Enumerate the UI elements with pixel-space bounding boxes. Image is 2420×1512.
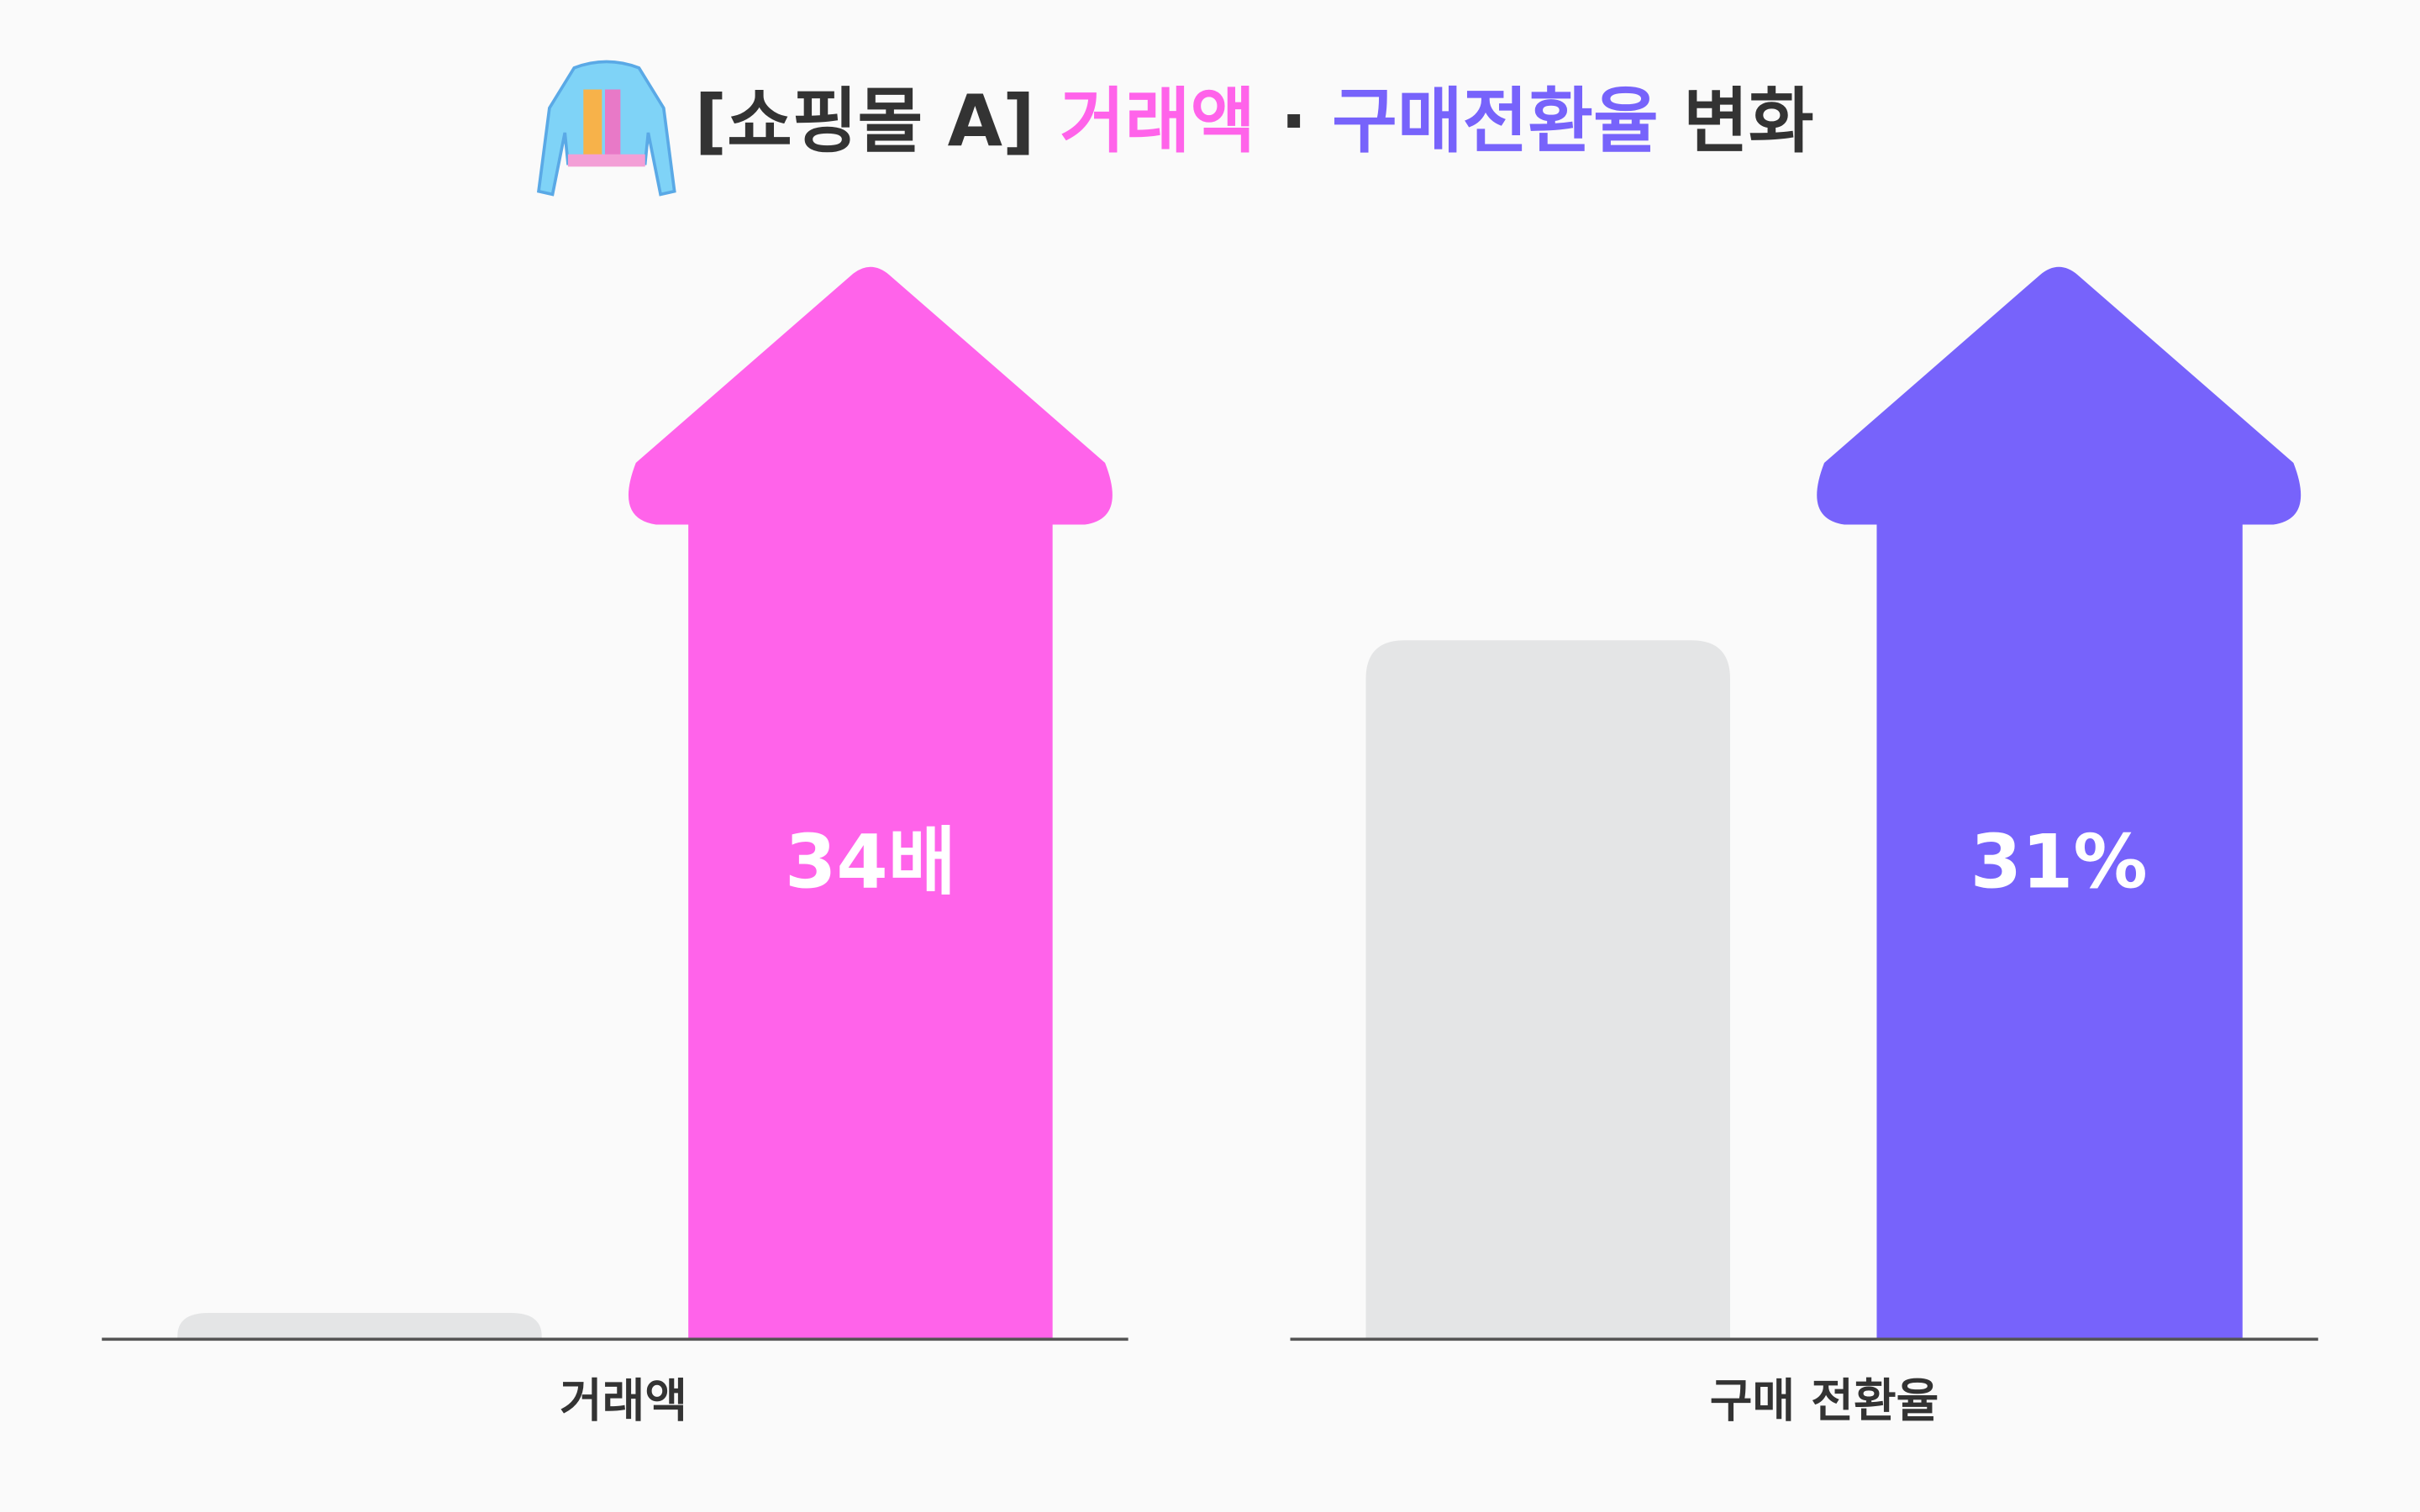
jacket-icon bbox=[536, 60, 676, 197]
title-highlight: 거래액 bbox=[1060, 81, 1255, 163]
change-label: 34배 bbox=[785, 819, 956, 906]
before-bar bbox=[1365, 640, 1730, 1340]
category-label: 구매 전환율 bbox=[1710, 1374, 1939, 1428]
title-prefix: [쇼핑몰 A] bbox=[695, 81, 1035, 163]
title-separator: · bbox=[1281, 81, 1307, 163]
title-highlight: 구매전환율 bbox=[1332, 81, 1659, 163]
before-bar bbox=[177, 1313, 542, 1340]
change-label: 31% bbox=[1970, 819, 2148, 906]
after-arrow bbox=[628, 266, 1113, 1340]
after-arrow bbox=[1817, 266, 2302, 1340]
title-suffix: 변화 bbox=[1683, 81, 1813, 163]
chart-title: [쇼핑몰 A] 거래액 · 구매전환율 변화 bbox=[695, 81, 1814, 163]
category-label: 거래액 bbox=[560, 1374, 687, 1428]
